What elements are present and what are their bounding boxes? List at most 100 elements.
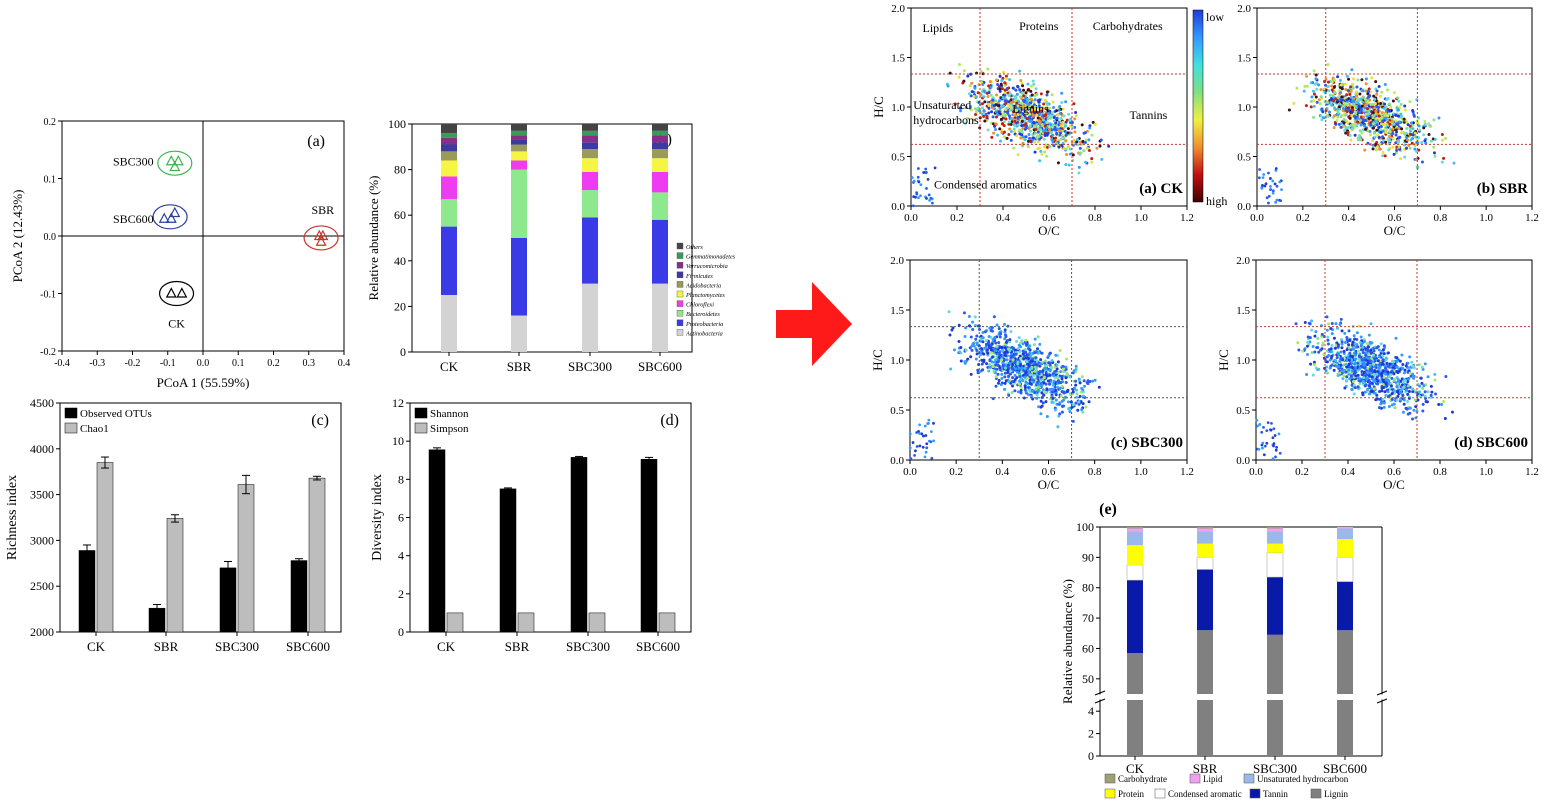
data-point xyxy=(1344,125,1348,129)
data-point xyxy=(1333,346,1337,350)
data-point xyxy=(1009,359,1013,363)
data-point xyxy=(1066,127,1070,131)
data-point xyxy=(1034,368,1038,372)
region-label: Carbohydrates xyxy=(1093,19,1163,33)
data-point xyxy=(1312,99,1316,103)
data-point xyxy=(1023,366,1027,370)
data-point xyxy=(1018,341,1022,345)
data-point xyxy=(1420,160,1424,164)
data-point xyxy=(1014,88,1018,92)
bar xyxy=(588,612,606,633)
data-point xyxy=(1357,104,1361,108)
data-point xyxy=(975,348,979,352)
data-point xyxy=(1015,108,1019,112)
data-point xyxy=(1352,77,1356,81)
data-point xyxy=(1442,399,1446,403)
y-tick-label: 4 xyxy=(398,549,404,563)
data-point xyxy=(1381,362,1385,366)
data-point xyxy=(1047,114,1051,118)
data-point xyxy=(998,345,1002,349)
data-point xyxy=(916,167,920,170)
data-point xyxy=(987,91,991,95)
data-point xyxy=(1045,105,1049,109)
data-point xyxy=(1419,376,1423,380)
data-point xyxy=(1388,127,1392,131)
data-point xyxy=(1395,384,1399,388)
data-point xyxy=(1345,336,1349,340)
data-point xyxy=(1328,358,1332,362)
data-point xyxy=(1031,79,1035,83)
data-point xyxy=(1386,114,1390,118)
data-point xyxy=(1000,122,1004,126)
legend-swatch xyxy=(676,252,684,259)
data-point xyxy=(1373,142,1377,146)
bar-segment xyxy=(1127,531,1143,546)
data-point xyxy=(1263,184,1267,188)
data-point xyxy=(1346,89,1350,93)
data-point xyxy=(989,100,993,104)
data-point xyxy=(1369,341,1373,345)
data-point xyxy=(1027,386,1031,390)
data-point xyxy=(981,368,985,372)
data-point xyxy=(1060,143,1064,147)
data-point xyxy=(1045,101,1049,105)
data-point xyxy=(1014,352,1018,356)
data-point xyxy=(1023,384,1027,388)
data-point xyxy=(1018,128,1022,132)
data-point xyxy=(969,94,973,98)
data-point xyxy=(1390,403,1394,407)
data-point xyxy=(1275,184,1279,188)
data-point xyxy=(1005,358,1009,362)
data-point xyxy=(1342,121,1346,125)
data-point xyxy=(1452,161,1456,165)
data-point xyxy=(1370,76,1374,80)
data-point xyxy=(1350,369,1354,373)
data-point xyxy=(165,287,177,298)
data-point xyxy=(1417,124,1421,128)
data-point xyxy=(1046,131,1050,135)
data-point xyxy=(1410,141,1414,145)
bar-segment xyxy=(1267,700,1283,756)
data-point xyxy=(1084,405,1088,409)
bar-segment xyxy=(1197,528,1213,532)
data-point xyxy=(986,365,990,369)
data-point xyxy=(1024,126,1028,130)
bar-segment xyxy=(511,124,527,131)
data-point xyxy=(1360,115,1364,119)
data-point xyxy=(925,446,929,450)
data-point xyxy=(1026,393,1030,397)
data-point xyxy=(1402,120,1406,124)
data-point xyxy=(1320,332,1324,336)
legend-swatch xyxy=(676,290,684,298)
data-point xyxy=(1433,154,1437,158)
data-point xyxy=(1274,448,1278,452)
data-point xyxy=(987,369,991,373)
data-point xyxy=(1424,141,1428,145)
data-point xyxy=(1338,359,1342,363)
data-point xyxy=(1328,366,1332,370)
data-point xyxy=(988,326,992,330)
data-point xyxy=(998,366,1002,370)
bar-segment xyxy=(1197,531,1213,544)
data-point xyxy=(1325,371,1329,375)
data-point xyxy=(1266,421,1270,425)
data-point xyxy=(1090,133,1094,137)
data-point xyxy=(1353,353,1357,357)
data-point xyxy=(1377,135,1381,139)
data-point xyxy=(1386,390,1390,394)
y-axis-label: Diversity index xyxy=(370,474,385,561)
data-point xyxy=(1378,142,1382,146)
data-point xyxy=(1068,409,1072,413)
x-tick-label: -0.2 xyxy=(125,358,141,369)
data-point xyxy=(1044,370,1048,374)
data-point xyxy=(1046,145,1050,149)
data-point xyxy=(1045,154,1049,158)
data-point xyxy=(1381,150,1385,154)
data-point xyxy=(1034,356,1038,360)
bar-segment xyxy=(511,144,527,152)
data-point xyxy=(1340,337,1344,341)
data-point xyxy=(1415,409,1419,413)
data-point xyxy=(1335,326,1339,330)
data-point xyxy=(1386,351,1390,355)
data-point xyxy=(1051,372,1055,376)
